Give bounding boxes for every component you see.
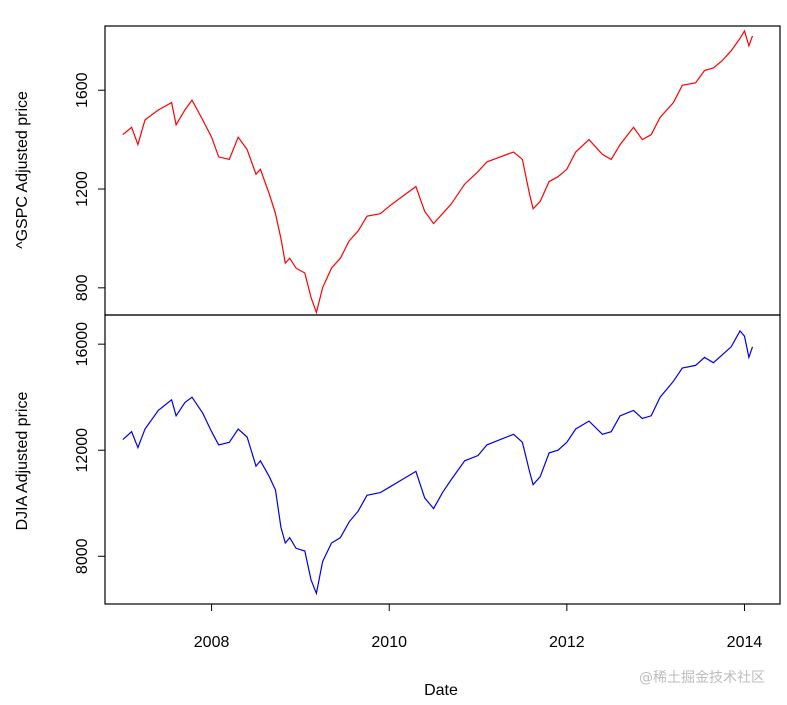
djia-y-ticks: 8000 12000 16000: [74, 322, 105, 574]
djia-y-axis-label: DJIA Adjusted price: [14, 392, 31, 531]
panel-gspc-frame: [104, 25, 781, 316]
gspc-y-axis-label: ^GSPC Adjusted price: [14, 91, 31, 249]
x-tick-label: 2012: [549, 634, 585, 651]
panel-djia-frame: [104, 314, 781, 605]
gspc-y-tick-label: 800: [74, 274, 91, 301]
djia-y-tick-label: 8000: [74, 538, 91, 574]
x-tick-label: 2010: [371, 634, 407, 651]
gspc-y-tick-label: 1200: [74, 171, 91, 207]
gspc-y-ticks: 800 1200 1600: [74, 72, 105, 301]
panel-gspc: ^GSPC Adjusted price 800 1200 1600: [14, 25, 781, 316]
djia-y-tick-label: 16000: [74, 322, 91, 367]
djia-y-tick-label: 12000: [74, 428, 91, 473]
watermark-text: @稀土掘金技术社区: [639, 670, 765, 686]
gspc-series-line: [122, 29, 754, 315]
x-axis-label: Date: [424, 682, 458, 699]
x-ticks: 2008 2010 2012 2014: [194, 604, 763, 651]
x-tick-label: 2014: [727, 634, 763, 651]
djia-series-line: [122, 329, 754, 596]
gspc-y-tick-label: 1600: [74, 72, 91, 108]
x-tick-label: 2008: [194, 634, 230, 651]
